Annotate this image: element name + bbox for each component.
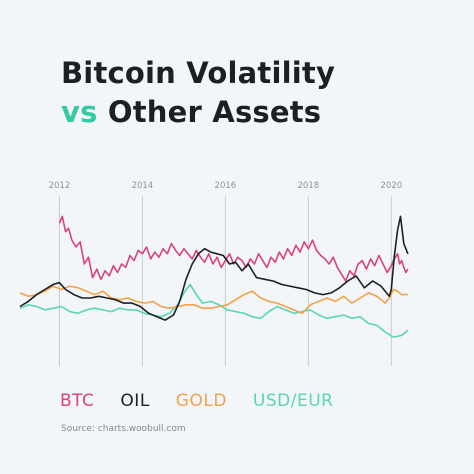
series-line-usdeur — [19, 283, 409, 338]
series-line-gold — [19, 285, 408, 315]
source-note: Source: charts.woobull.com — [61, 424, 186, 434]
x-tick-label-2020: 2020 — [381, 181, 403, 191]
title-line-1: Bitcoin Volatility — [61, 56, 336, 90]
legend-item-gold: GOLD — [175, 391, 227, 411]
series-layer — [19, 215, 409, 338]
title-accent: vs — [61, 95, 98, 129]
x-tick-label-2016: 2016 — [215, 181, 237, 191]
legend-item-btc: BTC — [60, 391, 95, 411]
legend-item-usdeur: USD/EUR — [252, 391, 334, 411]
title-line-2: vs Other Assets — [61, 93, 335, 132]
grid-layer — [58, 196, 392, 366]
legend-item-oil: OIL — [120, 391, 150, 411]
title-rest: Other Assets — [97, 95, 322, 129]
series-line-oil — [19, 215, 409, 321]
x-tick-label-2014: 2014 — [132, 181, 154, 191]
x-tick-label-2012: 2012 — [49, 181, 71, 191]
legend: BTC OIL GOLD USD/EUR — [60, 391, 333, 411]
series-line-btc — [58, 215, 409, 282]
chart-title: Bitcoin Volatility vs Other Assets — [61, 54, 335, 132]
x-tick-label-2018: 2018 — [298, 181, 320, 191]
x-axis-ticks: 2012 2014 2016 2018 2020 — [49, 181, 403, 191]
